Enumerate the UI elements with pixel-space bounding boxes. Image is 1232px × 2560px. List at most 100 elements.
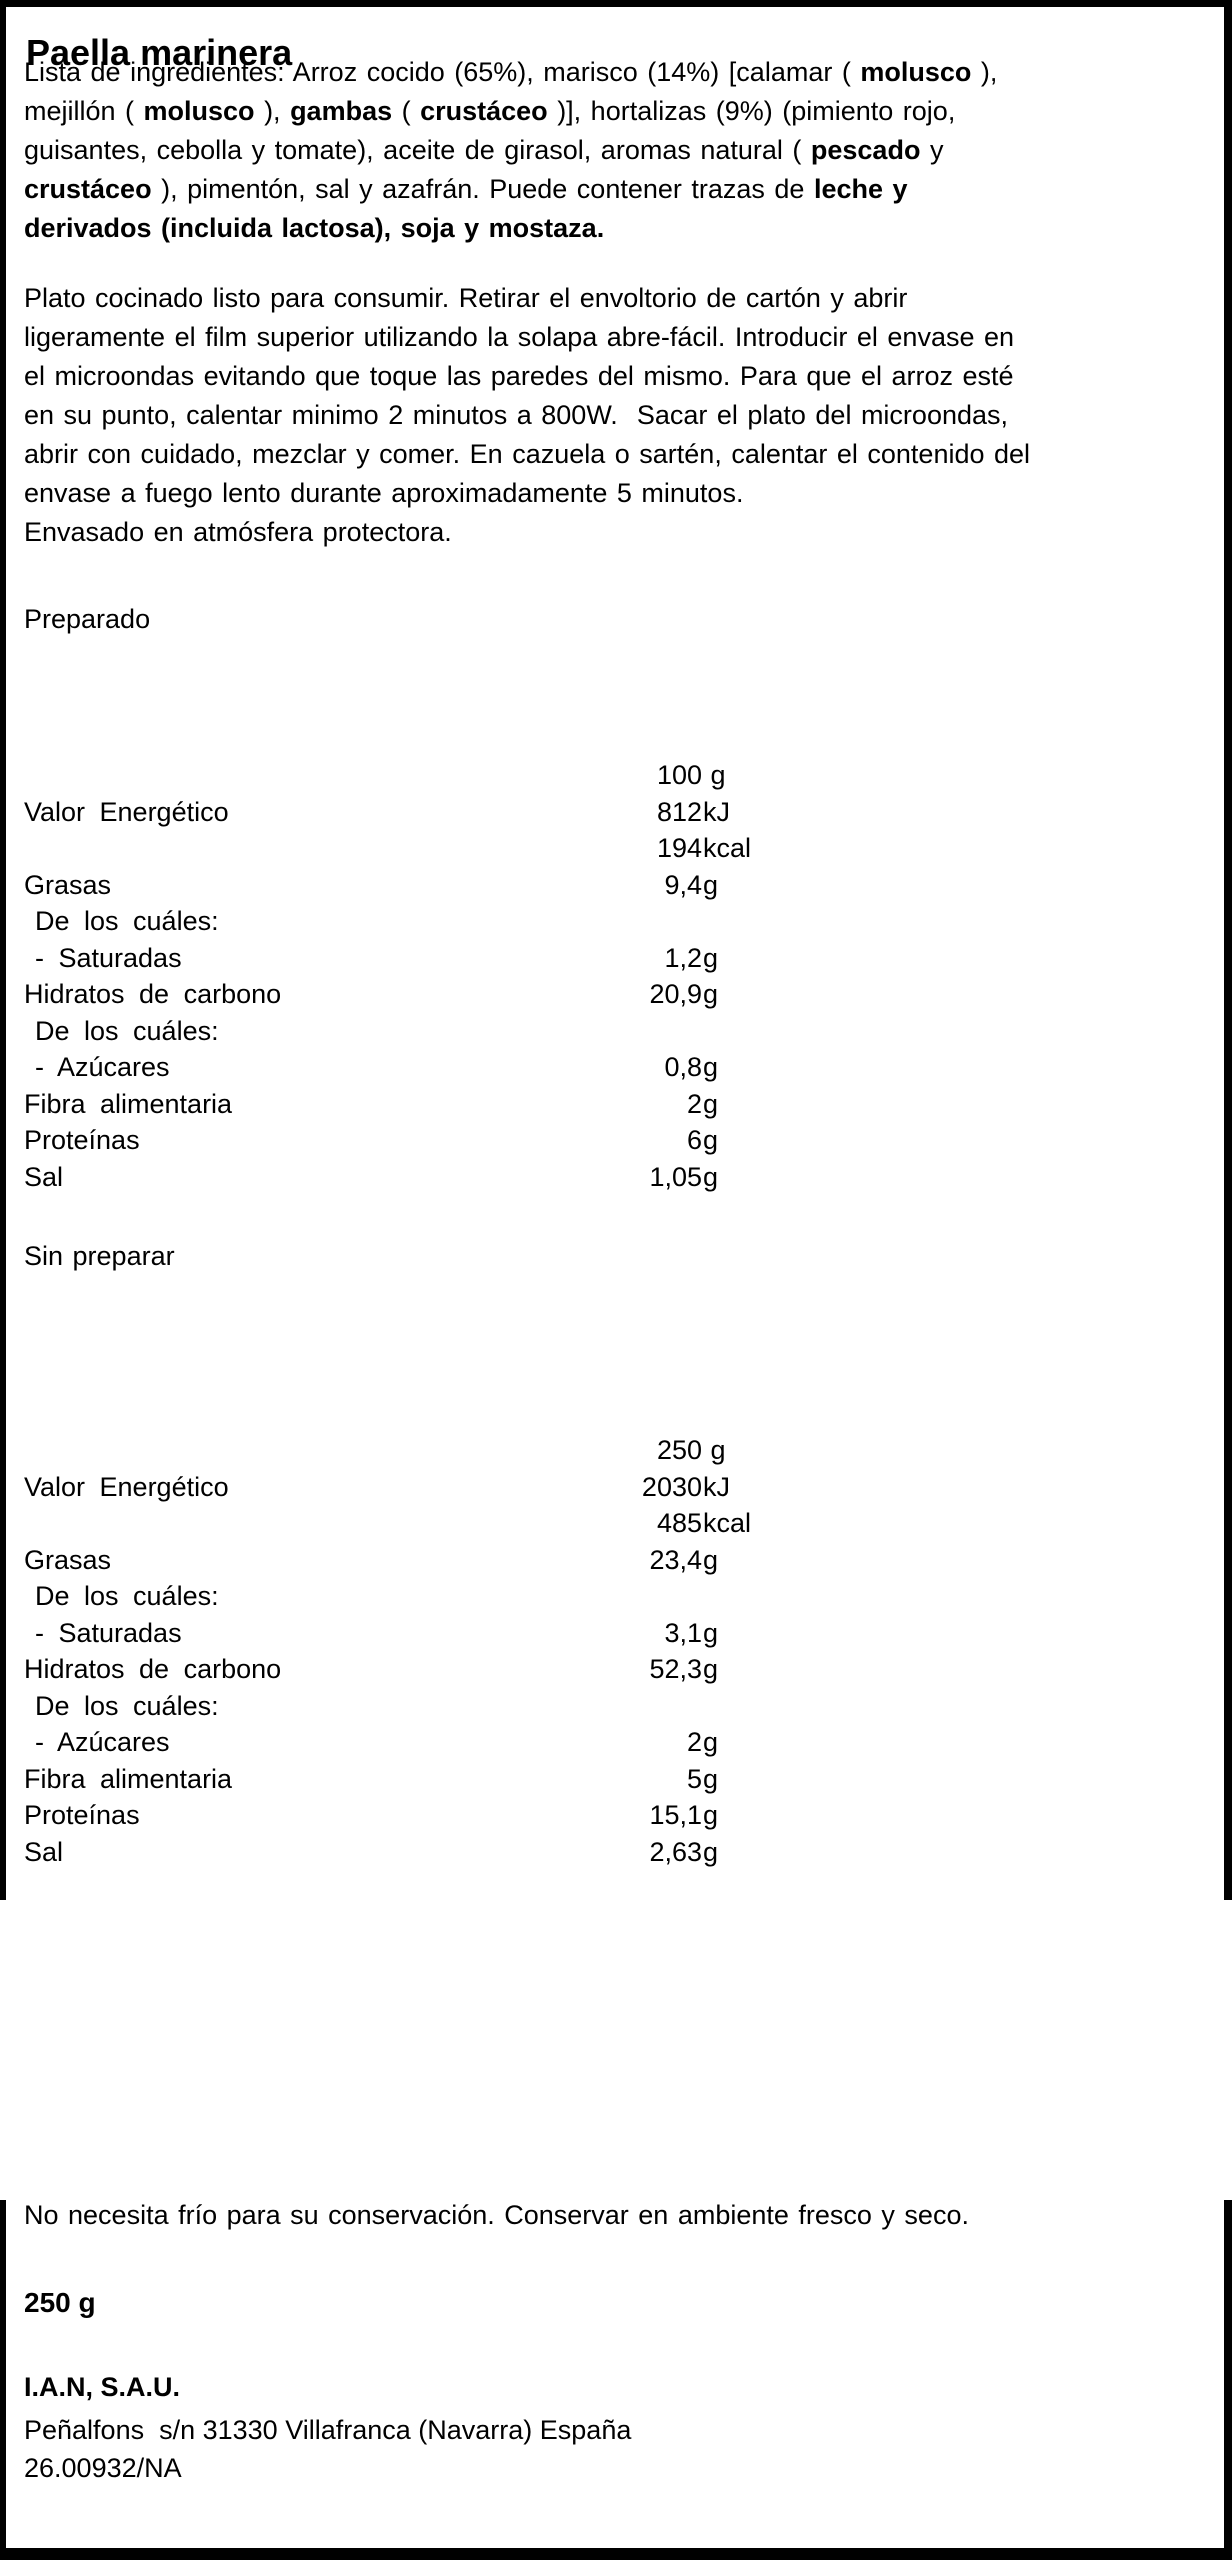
nutrition-unit: g (703, 1836, 719, 1867)
nutrition-label: De los cuáles: (35, 1581, 219, 1611)
unprepared-nutrition-table: 250 g Valor Energético 2030 kJ 485 kcal Grasas… (24, 1432, 824, 1870)
nutrition-unit: g (703, 1052, 719, 1082)
nutrition-label: Hidratos de carbono (24, 979, 282, 1009)
nutrition-unit: g (703, 1800, 719, 1830)
nutrition-value: 2 (686, 1088, 702, 1119)
nutrition-row: De los cuáles: (24, 1013, 824, 1050)
nutrition-value: 2,63 (649, 1836, 702, 1867)
ingredients-line: mejillón ( molusco ), gambas ( crustáceo… (24, 96, 956, 126)
nutrition-label: Proteínas (24, 1800, 140, 1830)
nutrition-value: 2030 (641, 1471, 702, 1502)
instruction-line: en su punto, calentar minimo 2 minutos a… (24, 400, 1009, 430)
nutrition-label: - Azúcares (35, 1052, 170, 1082)
label-border-left-upper (0, 0, 6, 1900)
nutrition-row: - Azúcares 0,8 g (24, 1049, 824, 1086)
nutrition-label: Proteínas (24, 1125, 140, 1155)
nutrition-label: Grasas (24, 1544, 112, 1575)
instruction-line: Plato cocinado listo para consumir. Reti… (24, 283, 908, 313)
nutrition-unit: g (703, 760, 726, 790)
nutrition-label: Fibra alimentaria (24, 1763, 233, 1794)
nutrition-row: Valor Energético 2030 kJ (24, 1469, 824, 1506)
nutrition-value: 0,8 (664, 1052, 702, 1082)
nutrition-row: Fibra alimentaria 2 g (24, 1086, 824, 1123)
label-border-right-lower (1224, 2200, 1232, 2560)
nutrition-value: 2 (686, 1727, 702, 1757)
nutrition-row: - Saturadas 1,2 g (24, 940, 824, 977)
nutrition-label: Grasas (24, 869, 112, 900)
ingredients-line: crustáceo ), pimentón, sal y azafrán. Pu… (24, 174, 908, 204)
ingredients-paragraph: Lista de ingredientes: Arroz cocido (65%… (24, 53, 1212, 248)
storage-note: No necesita frío para su conservación. C… (24, 2200, 969, 2230)
nutrition-value: 9,4 (664, 869, 702, 900)
nutrition-unit: kcal (703, 1508, 752, 1538)
nutrition-unit: g (703, 1727, 719, 1757)
nutrition-unit: g (703, 869, 719, 900)
nutrition-label: Hidratos de carbono (24, 1654, 282, 1684)
nutrition-unit: g (703, 1544, 719, 1575)
nutrition-label: - Saturadas (35, 942, 182, 973)
nutrition-label: Valor Energético (24, 1471, 229, 1502)
nutrition-label: Fibra alimentaria (24, 1088, 233, 1119)
nutrition-value: 194 (656, 833, 702, 863)
nutrition-value: 100 (656, 760, 702, 790)
nutrition-label: - Azúcares (35, 1727, 170, 1757)
nutrition-row: Hidratos de carbono 52,3 g (24, 1651, 824, 1688)
nutrition-row: De los cuáles: (24, 1578, 824, 1615)
nutrition-value: 52,3 (649, 1654, 702, 1684)
nutrition-value: 485 (656, 1508, 702, 1538)
nutrition-value: 1,05 (649, 1161, 702, 1192)
nutrition-row: De los cuáles: (24, 903, 824, 940)
nutrition-unit: g (703, 1654, 719, 1684)
nutrition-unit: g (703, 1617, 719, 1648)
nutrition-row: Proteínas 15,1 g (24, 1797, 824, 1834)
nutrition-row: - Saturadas 3,1 g (24, 1615, 824, 1652)
nutrition-row: Proteínas 6 g (24, 1122, 824, 1159)
nutrition-label: Sal (24, 1161, 64, 1192)
nutrition-label: De los cuáles: (35, 1015, 219, 1046)
instruction-line: envase a fuego lento durante aproximadam… (24, 478, 744, 508)
prepared-nutrition-table: 100 g Valor Energético 812 kJ 194 kcal Grasas 9… (24, 757, 824, 1195)
ingredients-line: Lista de ingredientes: Arroz cocido (65%… (24, 57, 998, 87)
nutrition-value: 20,9 (649, 979, 702, 1009)
nutrition-label: Sal (24, 1836, 64, 1867)
nutrition-row: Grasas 9,4 g (24, 867, 824, 904)
nutrition-row: Fibra alimentaria 5 g (24, 1761, 824, 1798)
nutrition-unit: g (703, 1088, 719, 1119)
net-weight: 250 g (24, 2287, 96, 2318)
nutrition-row: 485 kcal (24, 1505, 824, 1542)
nutrition-row: Sal 1,05 g (24, 1159, 824, 1196)
nutrition-label: - Saturadas (35, 1617, 182, 1648)
nutrition-label: De los cuáles: (35, 1690, 219, 1721)
unprepared-heading: Sin preparar (24, 1241, 175, 1271)
nutrition-label: De los cuáles: (35, 906, 219, 936)
preparation-instructions: Plato cocinado listo para consumir. Reti… (24, 279, 1212, 552)
instruction-line: Envasado en atmósfera protectora. (24, 517, 452, 547)
nutrition-value: 23,4 (649, 1544, 702, 1575)
nutrition-unit: kJ (703, 1471, 730, 1502)
serving-size-row: 100 g (24, 757, 824, 794)
nutrition-value: 5 (686, 1763, 702, 1794)
manufacturer-address: Peñalfons s/n 31330 Villafranca (Navarra… (24, 2415, 632, 2445)
nutrition-unit: kcal (703, 833, 752, 863)
nutrition-unit: kJ (703, 796, 730, 827)
instruction-line: el microondas evitando que toque las par… (24, 361, 1014, 391)
registration-number: 26.00932/NA (24, 2453, 182, 2483)
nutrition-row: Valor Energético 812 kJ (24, 794, 824, 831)
page-title: Paella marinera (26, 32, 293, 74)
nutrition-value: 3,1 (664, 1617, 702, 1648)
nutrition-row: 194 kcal (24, 830, 824, 867)
nutrition-unit: g (703, 979, 719, 1009)
nutrition-row: Grasas 23,4 g (24, 1542, 824, 1579)
instruction-line: abrir con cuidado, mezclar y comer. En c… (24, 439, 1031, 469)
label-border-bottom (0, 2548, 1232, 2560)
nutrition-row: De los cuáles: (24, 1688, 824, 1725)
instruction-line: ligeramente el film superior utilizando … (24, 322, 1015, 352)
nutrition-row: - Azúcares 2 g (24, 1724, 824, 1761)
ingredients-line: guisantes, cebolla y tomate), aceite de … (24, 135, 944, 165)
prepared-heading: Preparado (24, 604, 151, 634)
manufacturer-name: I.A.N, S.A.U. (24, 2372, 181, 2402)
nutrition-value: 250 (656, 1435, 702, 1465)
ingredients-line: derivados (incluida lactosa), soja y mos… (24, 213, 605, 243)
nutrition-value: 812 (656, 796, 702, 827)
